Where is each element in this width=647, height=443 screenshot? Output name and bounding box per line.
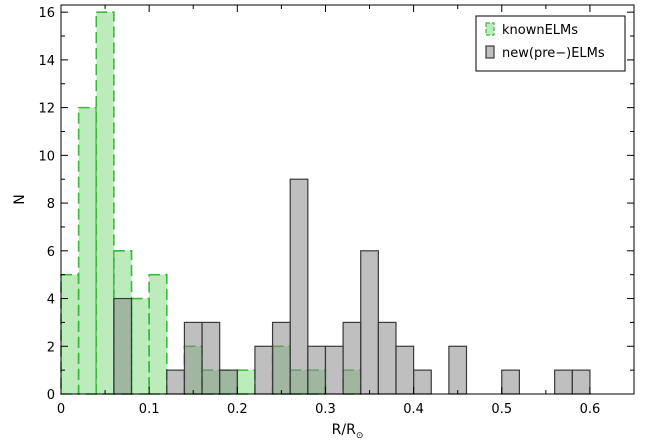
- y-tick-label: 6: [47, 245, 55, 260]
- bar-known-elms-bin-4: [130, 297, 150, 395]
- bar-new-elms-bin-7: [183, 321, 203, 395]
- bar-new-elms-bin-12: [271, 321, 291, 395]
- plot-frame: [60, 4, 635, 395]
- x-tick-label: 0.1: [139, 402, 160, 417]
- y-axis-label: N: [12, 194, 28, 204]
- bar-new-elms-bin-3: [113, 297, 133, 395]
- bar-new-elms-bin-28: [554, 369, 573, 395]
- bar-new-elms-bin-18: [377, 321, 397, 395]
- bar-known-elms-bin-5: [148, 273, 168, 395]
- bar-known-elms-bin-0: [60, 273, 80, 395]
- y-tick-label: 14: [38, 54, 55, 69]
- bar-new-elms-bin-19: [395, 345, 415, 395]
- bar-new-elms-bin-15: [324, 345, 344, 395]
- bar-new-elms-bin-13: [289, 178, 309, 395]
- bar-new-elms-bin-20: [413, 369, 432, 395]
- legend: knownELMs new(pre−)ELMs: [475, 15, 626, 72]
- y-tick-label: 16: [38, 6, 55, 21]
- bar-new-elms-bin-11: [254, 345, 274, 395]
- bar-new-elms-bin-9: [219, 369, 238, 395]
- x-axis-label-sun-symbol: ⊙: [356, 431, 364, 441]
- x-axis-label-base: R/R: [332, 422, 356, 438]
- y-tick-label: 4: [47, 293, 55, 308]
- legend-label-new-elms: new(pre−)ELMs: [502, 46, 605, 61]
- x-tick-label: 0.4: [403, 402, 424, 417]
- new-elms-bars: [113, 178, 591, 395]
- x-tick-label: 0.3: [315, 402, 336, 417]
- bar-new-elms-bin-6: [166, 369, 186, 395]
- bar-new-elms-bin-29: [571, 369, 591, 395]
- legend-swatch-known-elms: [485, 22, 495, 36]
- bar-known-elms-bin-1: [77, 106, 98, 395]
- bar-new-elms-bin-25: [501, 369, 520, 395]
- bar-new-elms-bin-16: [342, 321, 362, 395]
- x-tick-label: 0.5: [491, 402, 512, 417]
- bar-new-elms-bin-22: [448, 345, 468, 395]
- bar-new-elms-bin-14: [307, 345, 327, 395]
- x-tick-label: 0.2: [227, 402, 248, 417]
- legend-box: [475, 15, 626, 72]
- axis-ticks: 0 0.1 0.2 0.3 0.4 0.5 0.6 0 2 4 6 8 10 12 14 16: [38, 5, 635, 417]
- bar-new-elms-bin-8: [201, 321, 221, 395]
- y-tick-label: 2: [47, 340, 55, 355]
- bar-known-elms-bin-10: [236, 369, 256, 395]
- y-tick-label: 0: [47, 388, 55, 403]
- x-tick-label: 0.6: [580, 402, 601, 417]
- y-tick-label: 12: [38, 102, 55, 117]
- bar-new-elms-bin-17: [360, 250, 379, 395]
- y-tick-label: 10: [38, 149, 55, 164]
- bar-known-elms-bin-2: [95, 11, 115, 395]
- x-axis-label: R/R⊙: [332, 422, 364, 441]
- legend-swatch-new-elms: [485, 45, 495, 59]
- y-tick-label: 8: [47, 197, 55, 212]
- x-tick-label: 0: [57, 402, 65, 417]
- legend-label-known-elms: knownELMs: [502, 23, 578, 38]
